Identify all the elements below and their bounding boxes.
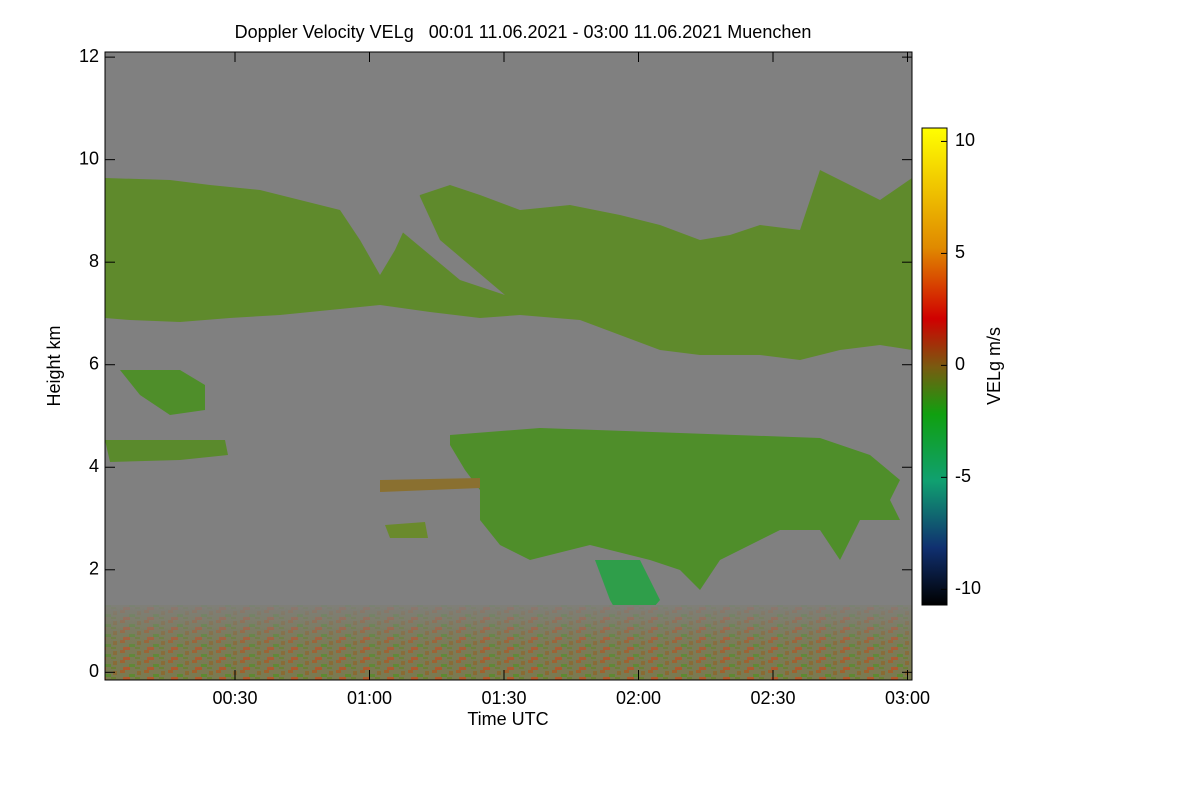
x-axis-label: Time UTC bbox=[467, 709, 548, 729]
y-axis-label: Height km bbox=[44, 325, 64, 406]
colorbar bbox=[921, 127, 948, 606]
y-tick-label: 10 bbox=[79, 148, 99, 168]
y-tick-label: 12 bbox=[79, 46, 99, 66]
y-tick-label: 0 bbox=[89, 661, 99, 681]
x-tick-label: 02:30 bbox=[750, 688, 795, 708]
y-tick-label: 6 bbox=[89, 353, 99, 373]
colorbar-tick-label: -10 bbox=[955, 578, 981, 598]
plot-frame bbox=[104, 51, 913, 681]
colorbar-tick-label: 5 bbox=[955, 242, 965, 262]
y-tick-label: 8 bbox=[89, 251, 99, 271]
y-tick-label: 2 bbox=[89, 559, 99, 579]
x-tick-label: 00:30 bbox=[212, 688, 257, 708]
colorbar-tick-label: -5 bbox=[955, 466, 971, 486]
x-tick-label: 01:00 bbox=[347, 688, 392, 708]
colorbar-tick-label: 0 bbox=[955, 354, 965, 374]
colorbar-label: VELg m/s bbox=[984, 327, 1004, 405]
x-tick-label: 03:00 bbox=[885, 688, 930, 708]
x-tick-label: 02:00 bbox=[616, 688, 661, 708]
chart-title: Doppler Velocity VELg 00:01 11.06.2021 -… bbox=[235, 22, 812, 42]
colorbar-tick-label: 10 bbox=[955, 130, 975, 150]
heatmap-field bbox=[105, 52, 912, 680]
y-tick-label: 4 bbox=[89, 456, 99, 476]
x-tick-label: 01:30 bbox=[481, 688, 526, 708]
